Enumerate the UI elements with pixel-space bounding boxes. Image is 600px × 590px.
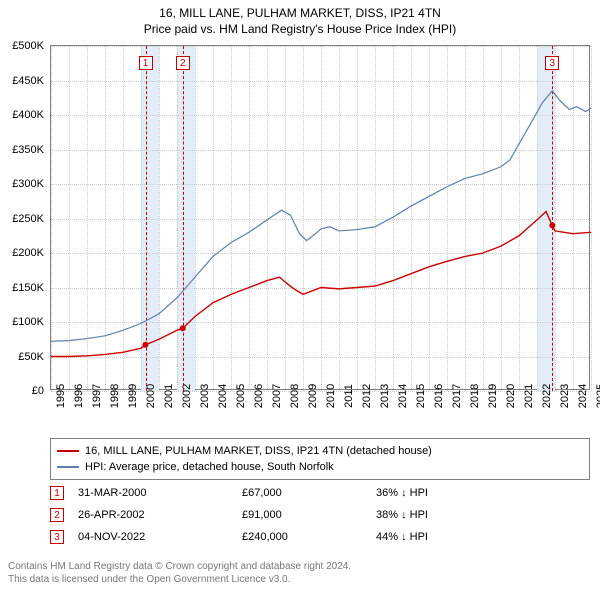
y-axis-label: £250K — [0, 213, 44, 225]
legend-row-series-2: HPI: Average price, detached house, Sout… — [57, 459, 583, 475]
event-number-box: 2 — [50, 508, 64, 522]
event-price: £67,000 — [242, 487, 362, 499]
chart-area: £0£50K£100K£150K£200K£250K£300K£350K£400… — [50, 45, 590, 390]
legend-label-2: HPI: Average price, detached house, Sout… — [85, 461, 334, 473]
y-axis-label: £500K — [0, 40, 44, 52]
y-axis-label: £200K — [0, 247, 44, 259]
event-date: 04-NOV-2022 — [78, 531, 228, 543]
plot-box: £0£50K£100K£150K£200K£250K£300K£350K£400… — [50, 45, 590, 390]
event-price: £240,000 — [242, 531, 362, 543]
y-axis-label: £50K — [0, 351, 44, 363]
event-price: £91,000 — [242, 509, 362, 521]
y-axis-label: £350K — [0, 144, 44, 156]
events-table: 1 31-MAR-2000 £67,000 36% ↓ HPI 2 26-APR-2002… — [50, 482, 590, 548]
y-axis-label: £150K — [0, 282, 44, 294]
y-axis-label: £400K — [0, 109, 44, 121]
footer-attribution: Contains HM Land Registry data © Crown c… — [8, 561, 351, 586]
event-delta: 44% ↓ HPI — [376, 531, 496, 543]
y-axis-label: £0 — [0, 385, 44, 397]
event-delta: 36% ↓ HPI — [376, 487, 496, 499]
event-row: 3 04-NOV-2022 £240,000 44% ↓ HPI — [50, 526, 590, 548]
y-axis-label: £450K — [0, 75, 44, 87]
gridline-v — [591, 46, 592, 391]
y-axis-label: £100K — [0, 316, 44, 328]
legend: 16, MILL LANE, PULHAM MARKET, DISS, IP21… — [50, 438, 590, 480]
event-number-box: 1 — [50, 486, 64, 500]
legend-swatch-1 — [57, 450, 79, 452]
chart-title: 16, MILL LANE, PULHAM MARKET, DISS, IP21… — [0, 0, 600, 20]
sale-marker — [143, 342, 149, 348]
x-axis-label: 2025 — [595, 384, 600, 408]
event-date: 26-APR-2002 — [78, 509, 228, 521]
legend-swatch-2 — [57, 466, 79, 468]
legend-label-1: 16, MILL LANE, PULHAM MARKET, DISS, IP21… — [85, 445, 432, 457]
sale-marker — [549, 222, 555, 228]
event-row: 1 31-MAR-2000 £67,000 36% ↓ HPI — [50, 482, 590, 504]
series-line-hpi — [51, 91, 591, 341]
event-delta: 38% ↓ HPI — [376, 509, 496, 521]
series-svg — [51, 46, 591, 391]
event-number-box: 3 — [50, 530, 64, 544]
sale-marker — [180, 325, 186, 331]
legend-row-series-1: 16, MILL LANE, PULHAM MARKET, DISS, IP21… — [57, 443, 583, 459]
footer-line-2: This data is licensed under the Open Gov… — [8, 574, 351, 587]
footer-line-1: Contains HM Land Registry data © Crown c… — [8, 561, 351, 574]
chart-subtitle: Price paid vs. HM Land Registry's House … — [0, 20, 600, 36]
series-line-price_paid — [51, 212, 591, 357]
y-axis-label: £300K — [0, 178, 44, 190]
event-row: 2 26-APR-2002 £91,000 38% ↓ HPI — [50, 504, 590, 526]
event-date: 31-MAR-2000 — [78, 487, 228, 499]
